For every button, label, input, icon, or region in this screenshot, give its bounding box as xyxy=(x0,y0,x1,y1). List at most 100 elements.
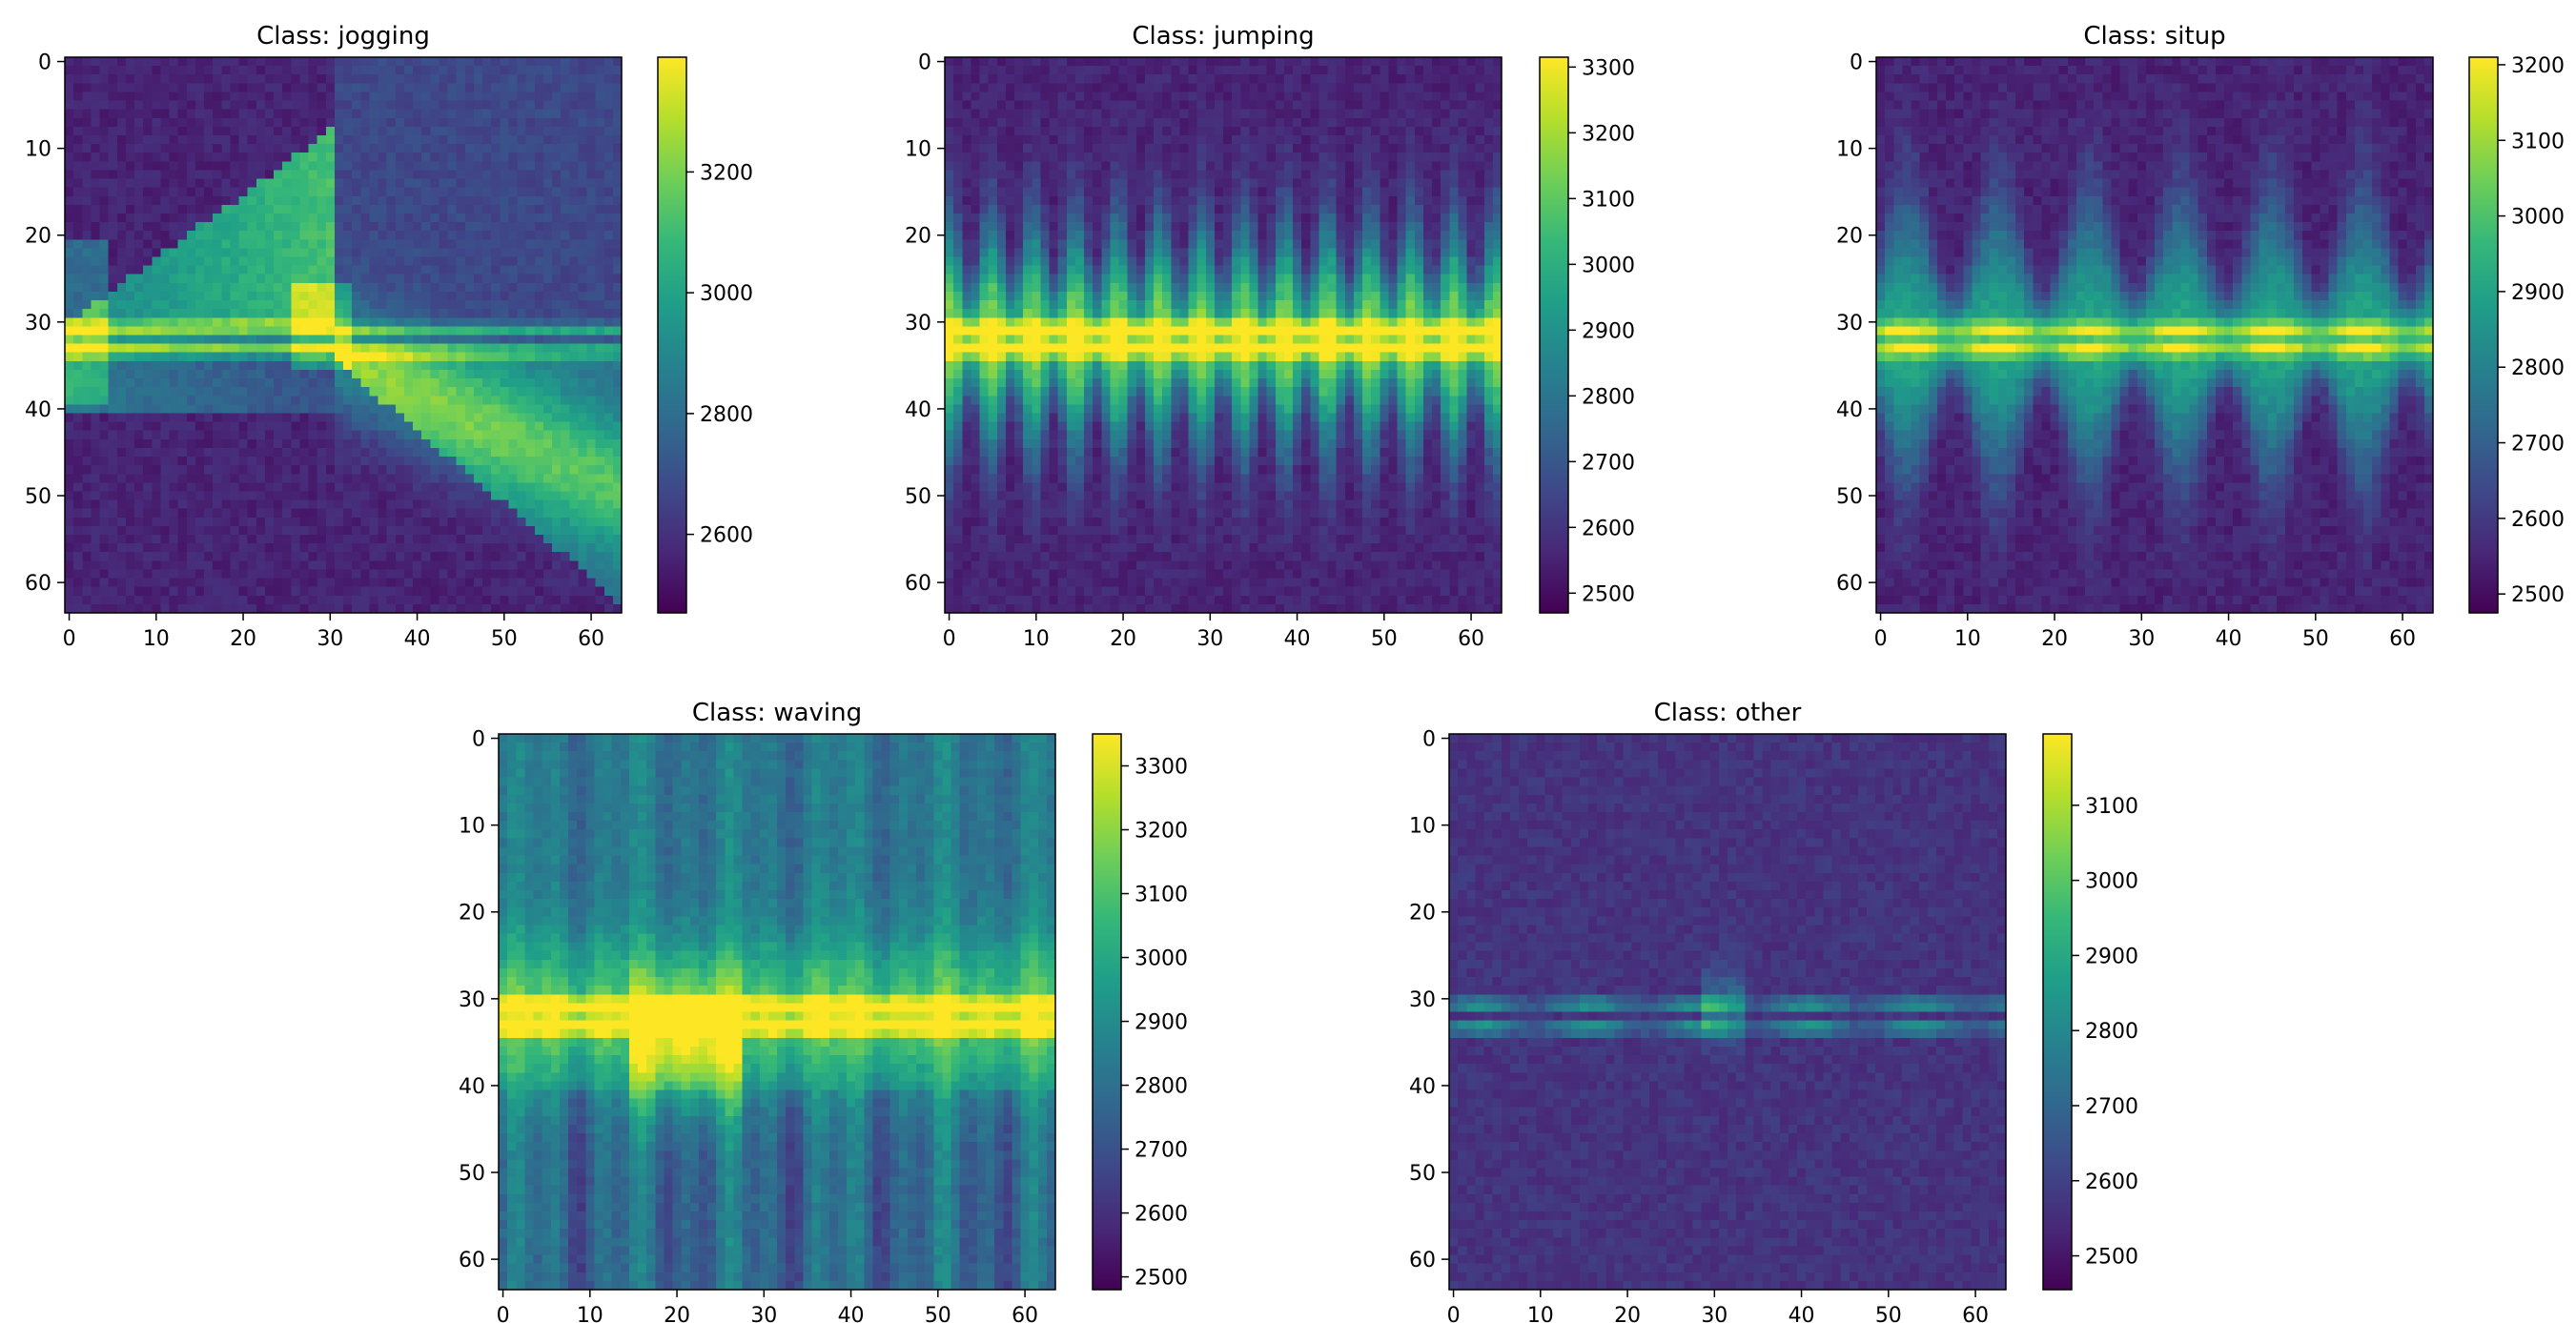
heatmap-cell xyxy=(464,517,475,527)
heatmap-cell xyxy=(177,525,188,536)
heatmap-cell xyxy=(508,595,519,605)
heatmap-cell xyxy=(1293,83,1302,93)
heatmap-cell xyxy=(134,153,144,162)
heatmap-cell xyxy=(517,66,527,75)
heatmap-cell xyxy=(403,109,414,119)
heatmap-cell xyxy=(603,525,614,536)
heatmap-cell xyxy=(1023,74,1032,84)
heatmap-cell xyxy=(186,578,196,588)
heatmap-cell xyxy=(264,100,275,111)
heatmap-cell xyxy=(395,274,405,284)
heatmap-cell xyxy=(99,248,110,258)
heatmap-cell xyxy=(352,256,361,267)
heatmap-cell xyxy=(395,256,405,267)
heatmap-cell xyxy=(1110,153,1120,162)
heatmap-cell xyxy=(99,66,110,75)
heatmap-cell xyxy=(299,517,310,527)
heatmap-cell xyxy=(308,438,318,449)
heatmap-cell xyxy=(1249,100,1259,111)
colorbar-tick-label: 3200 xyxy=(700,161,753,185)
heatmap-cell xyxy=(403,603,414,614)
heatmap-cell xyxy=(482,491,492,501)
heatmap-cell xyxy=(264,274,275,284)
heatmap-cell xyxy=(213,170,222,180)
heatmap-cell xyxy=(561,465,570,475)
heatmap-cell xyxy=(1475,126,1485,136)
heatmap-cell xyxy=(439,57,449,67)
heatmap-cell xyxy=(369,66,379,75)
heatmap-cell xyxy=(73,352,83,362)
heatmap-cell xyxy=(508,144,519,153)
heatmap-cell xyxy=(325,239,336,250)
heatmap-cell xyxy=(343,525,353,536)
heatmap-cell xyxy=(177,517,188,527)
heatmap-cell xyxy=(274,248,283,258)
heatmap-cell xyxy=(369,457,379,466)
heatmap-cell xyxy=(962,83,971,93)
heatmap-cell xyxy=(177,421,188,432)
heatmap-cell xyxy=(360,92,370,102)
heatmap-cell xyxy=(430,578,440,588)
heatmap-cell xyxy=(586,213,597,223)
colorbar-tick-label: 2600 xyxy=(700,524,753,548)
heatmap-cell xyxy=(386,74,397,84)
heatmap-cell xyxy=(369,170,379,180)
heatmap-cell xyxy=(569,100,579,111)
heatmap-cell xyxy=(169,317,179,327)
heatmap-cell xyxy=(500,360,509,371)
heatmap-cell xyxy=(256,404,266,415)
heatmap-cell xyxy=(352,204,361,214)
heatmap-cell xyxy=(1040,57,1051,67)
heatmap-cell xyxy=(464,291,475,301)
heatmap-cell xyxy=(1196,83,1207,93)
heatmap-cell xyxy=(186,586,196,597)
heatmap-cell xyxy=(308,317,318,327)
heatmap-cell xyxy=(1422,57,1433,67)
heatmap-cell xyxy=(500,543,509,553)
heatmap-cell xyxy=(603,343,614,354)
heatmap-cell xyxy=(578,57,588,67)
heatmap-cell xyxy=(308,265,318,275)
heatmap-cell xyxy=(1257,74,1268,84)
heatmap-cell xyxy=(1154,153,1163,162)
heatmap-cell xyxy=(116,170,127,180)
heatmap-cell xyxy=(508,552,519,561)
heatmap-cell xyxy=(230,586,240,597)
heatmap-cell xyxy=(282,335,292,345)
heatmap-cell xyxy=(204,352,214,362)
heatmap-cell xyxy=(508,387,519,397)
heatmap-cell xyxy=(482,134,492,145)
heatmap-cell xyxy=(204,161,214,172)
heatmap-cell xyxy=(552,170,562,180)
heatmap-cell xyxy=(238,74,249,84)
heatmap-cell xyxy=(542,309,553,318)
heatmap-cell xyxy=(542,291,553,301)
heatmap-cell xyxy=(221,300,231,310)
heatmap-cell xyxy=(247,438,257,449)
heatmap-cell xyxy=(274,387,283,397)
heatmap-cell xyxy=(1101,153,1111,162)
heatmap-cell xyxy=(500,465,509,475)
heatmap-cell xyxy=(299,100,310,111)
heatmap-cell xyxy=(213,126,222,136)
heatmap-cell xyxy=(177,83,188,93)
heatmap-cell xyxy=(369,413,379,423)
heatmap-cell xyxy=(561,66,570,75)
heatmap-cell xyxy=(439,239,449,250)
heatmap-cell xyxy=(578,256,588,267)
heatmap-cell xyxy=(378,153,388,162)
heatmap-cell xyxy=(525,117,536,128)
heatmap-cell xyxy=(82,525,92,536)
heatmap-cell xyxy=(238,126,249,136)
heatmap-cell xyxy=(988,144,998,153)
heatmap-cell xyxy=(552,117,562,128)
heatmap-cell xyxy=(230,300,240,310)
heatmap-cell xyxy=(308,535,318,544)
heatmap-cell xyxy=(413,343,422,354)
heatmap-cell xyxy=(352,421,361,432)
heatmap-cell xyxy=(82,499,92,510)
heatmap-cell xyxy=(360,543,370,553)
heatmap-cell xyxy=(578,517,588,527)
heatmap-cell xyxy=(403,560,414,571)
heatmap-cell xyxy=(230,109,240,119)
